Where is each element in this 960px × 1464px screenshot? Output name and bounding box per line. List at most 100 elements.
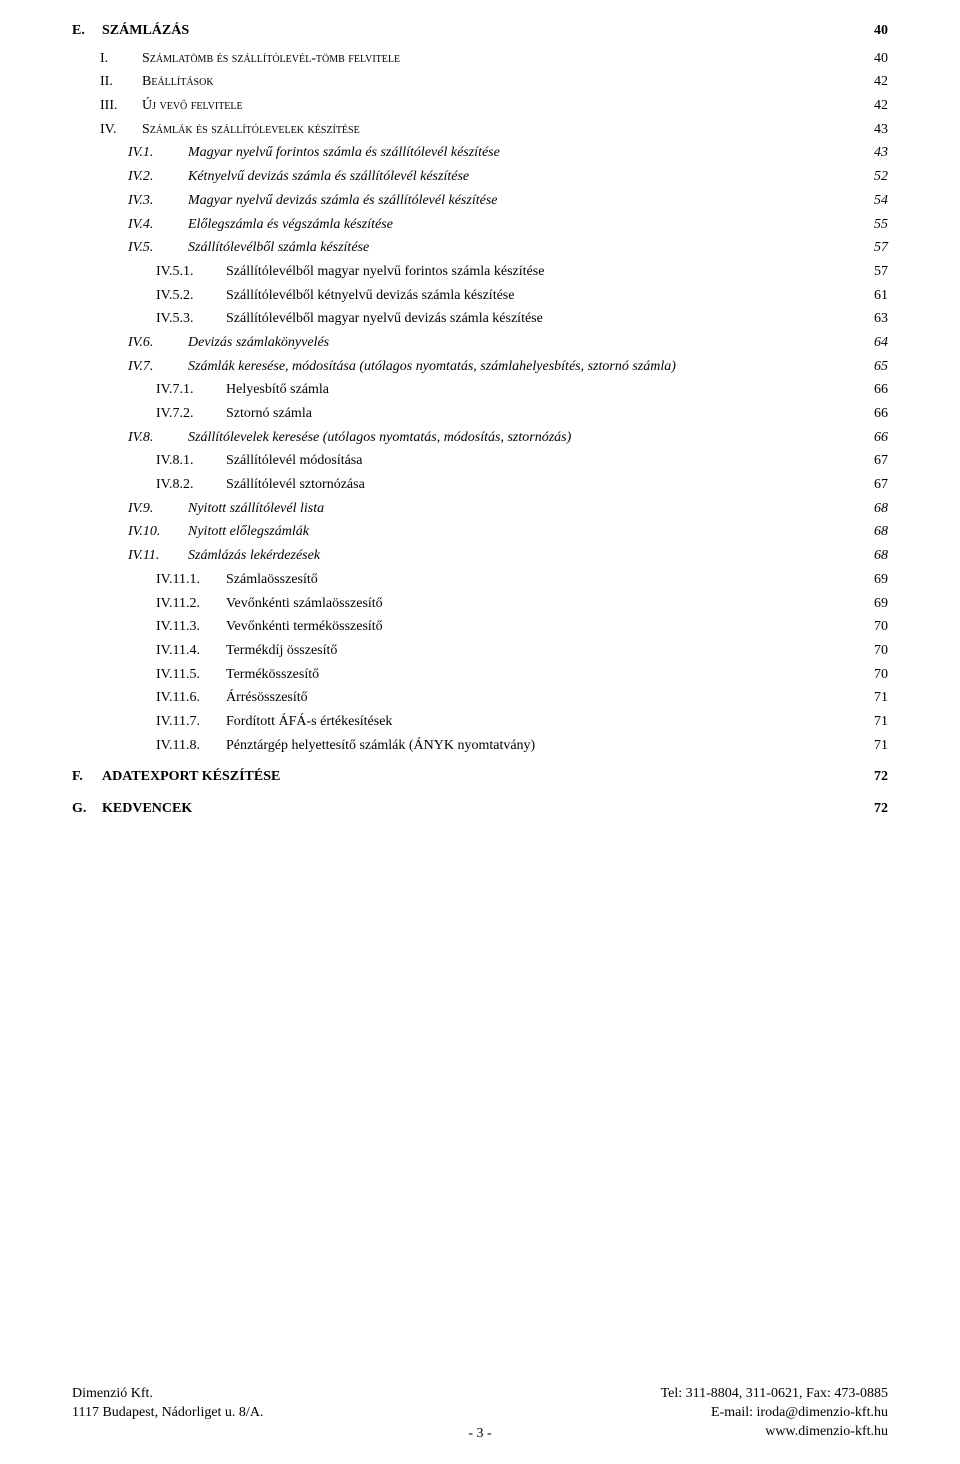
toc-entry: IV.11.4.Termékdíj összesítő 70 (156, 640, 888, 662)
toc-entry: III.Új vevő felvitele 42 (100, 95, 888, 117)
toc-entry-label: III. (100, 95, 142, 117)
toc-entry-title: Vevőnkénti termékösszesítő (226, 616, 383, 638)
toc-entry: II.Beállítások42 (100, 71, 888, 93)
toc-entry-page: 67 (870, 474, 888, 496)
toc-entry-title: Árrésösszesítő (226, 687, 308, 709)
toc-entry: IV.8.Szállítólevelek keresése (utólagos … (128, 427, 888, 449)
toc-entry-title: Sztornó számla (226, 403, 312, 425)
toc-entry-label: IV.2. (128, 166, 188, 188)
toc-entry-title: Szállítólevélből magyar nyelvű forintos … (226, 261, 544, 283)
toc-entry-label: IV. (100, 119, 142, 141)
toc-entry-label: IV.8.2. (156, 474, 226, 496)
toc-entry-label: IV.8. (128, 427, 188, 449)
toc-entry-title: Számlaösszesítő (226, 569, 318, 591)
toc-entry-title: Szállítólevél módosítása (226, 450, 362, 472)
toc-entry-page: 40 (870, 48, 888, 70)
toc-entry-label: IV.5.2. (156, 285, 226, 307)
toc-entry-page: 43 (870, 142, 888, 164)
toc-entry-title: Szállítólevélből magyar nyelvű devizás s… (226, 308, 543, 330)
toc-entry-page: 43 (870, 119, 888, 141)
toc-entry-title: Új vevő felvitele (142, 95, 243, 117)
toc-entry-title: Magyar nyelvű devizás számla és szállító… (188, 190, 497, 212)
toc-entry-page: 72 (870, 766, 888, 788)
toc-entry-label: E. (72, 20, 102, 42)
footer-address: 1117 Budapest, Nádorliget u. 8/A. (72, 1404, 263, 1423)
toc-entry-label: IV.11.4. (156, 640, 226, 662)
toc-entry-title: Szállítólevelek keresése (utólagos nyomt… (188, 427, 571, 449)
toc-entry: IV.7.2.Sztornó számla66 (156, 403, 888, 425)
toc-entry-page: 71 (870, 711, 888, 733)
toc-entry-label: IV.11.7. (156, 711, 226, 733)
toc-entry-page: 70 (870, 616, 888, 638)
toc-entry: IV.7.Számlák keresése, módosítása (utóla… (128, 356, 888, 378)
toc-entry-page: 70 (870, 664, 888, 686)
toc-entry-page: 63 (870, 308, 888, 330)
toc-entry-title: Termékdíj összesítő (226, 640, 337, 662)
toc-entry-label: IV.8.1. (156, 450, 226, 472)
toc-entry-label: I. (100, 48, 142, 70)
toc-entry-page: 68 (870, 545, 888, 567)
page-content: E.SZÁMLÁZÁS40I.Számlatömb és szállítólev… (0, 0, 960, 820)
toc-entry-page: 64 (870, 332, 888, 354)
toc-entry-page: 61 (870, 285, 888, 307)
toc-entry-page: 68 (870, 498, 888, 520)
toc-entry: IV.Számlák és szállítólevelek készítése 4… (100, 119, 888, 141)
toc-entry: IV.11.3.Vevőnkénti termékösszesítő70 (156, 616, 888, 638)
toc-entry-title: Fordított ÁFÁ-s értékesítések (226, 711, 392, 733)
toc-entry-label: IV.3. (128, 190, 188, 212)
toc-entry-label: IV.7.1. (156, 379, 226, 401)
toc-entry: G.KEDVENCEK72 (72, 798, 888, 820)
toc-entry: I.Számlatömb és szállítólevél-tömb felvi… (100, 48, 888, 70)
toc-entry-page: 69 (870, 593, 888, 615)
toc-entry-page: 71 (870, 687, 888, 709)
toc-entry-title: Vevőnkénti számlaösszesítő (226, 593, 383, 615)
toc-entry-page: 66 (870, 403, 888, 425)
toc-entry-label: IV.5.1. (156, 261, 226, 283)
toc-entry-page: 40 (870, 20, 888, 42)
toc-entry: IV.11.2.Vevőnkénti számlaösszesítő69 (156, 593, 888, 615)
toc-entry-page: 68 (870, 521, 888, 543)
toc-entry-label: IV.5. (128, 237, 188, 259)
toc-entry-title: Szállítólevél sztornózása (226, 474, 365, 496)
toc-entry-title: Előlegszámla és végszámla készítése (188, 214, 393, 236)
footer-email: E-mail: iroda@dimenzio-kft.hu (711, 1404, 888, 1423)
toc-entry: IV.7.1.Helyesbítő számla66 (156, 379, 888, 401)
toc-entry-title: Nyitott szállítólevél lista (188, 498, 324, 520)
toc-entry-title: Devizás számlakönyvelés (188, 332, 329, 354)
toc-entry-title: Termékösszesítő (226, 664, 319, 686)
toc-entry-page: 55 (870, 214, 888, 236)
toc-entry-page: 42 (870, 95, 888, 117)
toc-entry-title: Számlák és szállítólevelek készítése (142, 119, 360, 141)
toc-entry-title: Magyar nyelvű forintos számla és szállít… (188, 142, 500, 164)
toc-entry-label: IV.4. (128, 214, 188, 236)
toc-entry-label: F. (72, 766, 102, 788)
toc-entry: IV.6.Devizás számlakönyvelés 64 (128, 332, 888, 354)
toc-entry: IV.9.Nyitott szállítólevél lista 68 (128, 498, 888, 520)
toc-entry-page: 71 (870, 735, 888, 757)
toc-entry-label: IV.9. (128, 498, 188, 520)
toc-entry-label: IV.1. (128, 142, 188, 164)
table-of-contents: E.SZÁMLÁZÁS40I.Számlatömb és szállítólev… (72, 20, 888, 820)
toc-entry: IV.11.1.Számlaösszesítő69 (156, 569, 888, 591)
toc-entry-label: IV.11.5. (156, 664, 226, 686)
toc-entry: IV.5.Szállítólevélből számla készítése57 (128, 237, 888, 259)
toc-entry-page: 52 (870, 166, 888, 188)
toc-entry-label: IV.11. (128, 545, 188, 567)
toc-entry: IV.2.Kétnyelvű devizás számla és szállít… (128, 166, 888, 188)
toc-entry-label: IV.7. (128, 356, 188, 378)
toc-entry: IV.4.Előlegszámla és végszámla készítése… (128, 214, 888, 236)
toc-entry-page: 72 (870, 798, 888, 820)
toc-entry-label: II. (100, 71, 142, 93)
toc-entry-title: Szállítólevélből kétnyelvű devizás száml… (226, 285, 514, 307)
toc-entry-label: IV.6. (128, 332, 188, 354)
toc-entry-title: Szállítólevélből számla készítése (188, 237, 369, 259)
toc-entry-page: 65 (870, 356, 888, 378)
toc-entry-page: 69 (870, 569, 888, 591)
toc-entry-title: Pénztárgép helyettesítő számlák (ÁNYK ny… (226, 735, 535, 757)
toc-entry: IV.8.2.Szállítólevél sztornózása 67 (156, 474, 888, 496)
toc-entry: F.ADATEXPORT KÉSZÍTÉSE72 (72, 766, 888, 788)
toc-entry-label: IV.11.8. (156, 735, 226, 757)
toc-entry-page: 70 (870, 640, 888, 662)
toc-entry: IV.1.Magyar nyelvű forintos számla és sz… (128, 142, 888, 164)
toc-entry-title: Számlák keresése, módosítása (utólagos n… (188, 356, 676, 378)
